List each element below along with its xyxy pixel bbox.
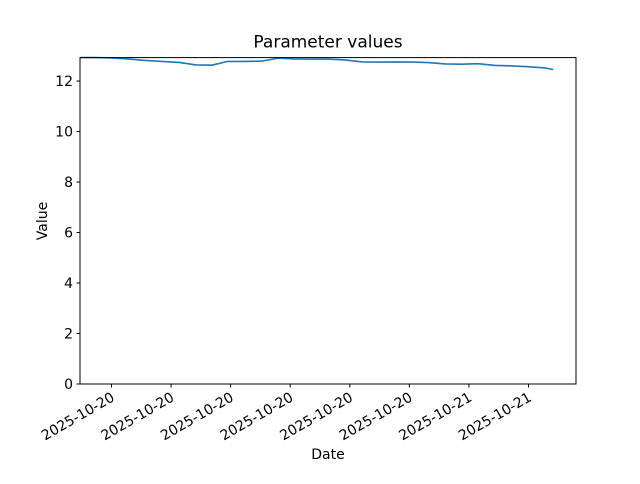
y-tick-label: 10 <box>55 125 73 141</box>
y-axis-label: Value <box>35 202 51 240</box>
x-axis-label: Date <box>311 447 344 463</box>
y-tick-label: 12 <box>55 74 73 90</box>
chart-title: Parameter values <box>253 33 402 53</box>
axes-border <box>79 57 577 385</box>
y-tick-label: 6 <box>64 226 73 242</box>
y-tick-label: 8 <box>64 175 73 191</box>
y-tick-label: 0 <box>64 377 73 393</box>
y-tick-label: 4 <box>64 276 73 292</box>
series-line-parameter-values <box>80 56 554 71</box>
y-axis-ticks: 0 2 4 6 8 10 12 <box>55 74 80 393</box>
data-series <box>80 56 554 71</box>
y-tick-label: 2 <box>64 327 73 343</box>
x-axis-ticks: 2025-10-202025-10-202025-10-202025-10-20… <box>39 384 534 444</box>
